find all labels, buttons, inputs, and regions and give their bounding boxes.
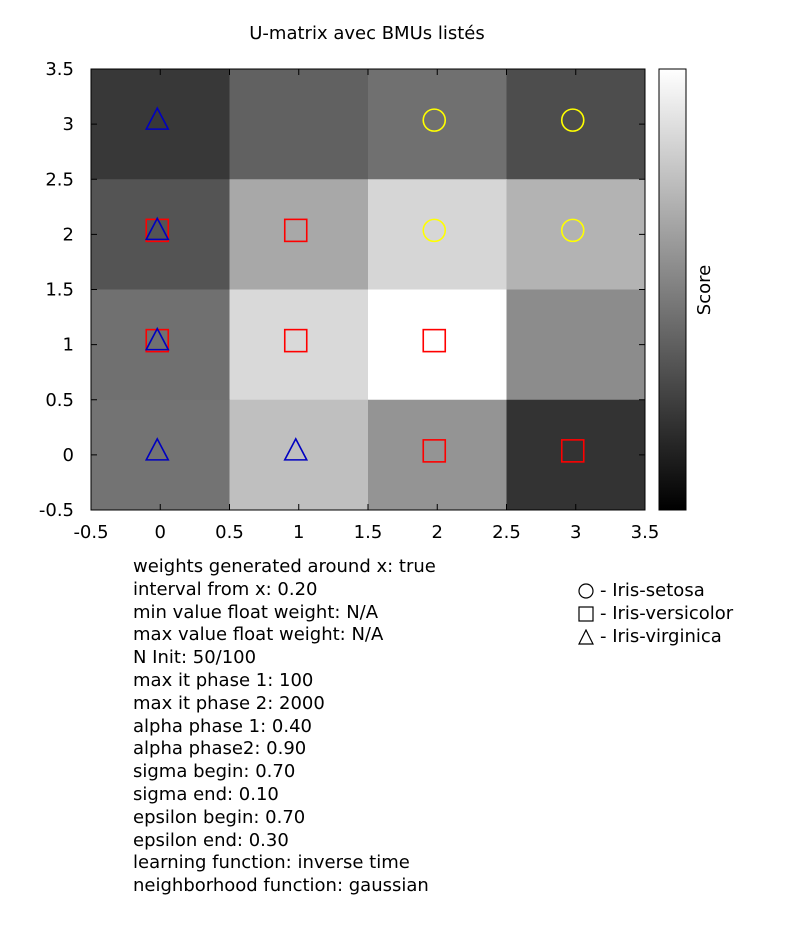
- legend-item: - Iris-virginica: [578, 625, 733, 648]
- bmu-circle-marker: [422, 218, 447, 243]
- parameter-list: weights generated around x: true interval…: [133, 556, 436, 898]
- bmu-square-marker: [283, 218, 308, 243]
- legend-item: - Iris-versicolor: [578, 602, 733, 625]
- heatmap-cell-3-0: [506, 399, 646, 511]
- x-tick-label: 0.5: [215, 522, 244, 543]
- heatmap-cell-1-0: [229, 399, 369, 511]
- heatmap-cell-3-2: [506, 179, 646, 290]
- parameter-item: alpha phase 1: 0.40: [133, 715, 312, 737]
- parameter-item: sigma end: 0.10: [133, 783, 279, 805]
- parameter-item: max it phase 2: 2000: [133, 692, 325, 714]
- heatmap-cells: [91, 69, 646, 511]
- legend-label: - Iris-versicolor: [600, 603, 734, 624]
- legend-triangle-icon: [578, 628, 594, 645]
- bmu-triangle-marker: [144, 106, 170, 130]
- parameter-item: weights generated around x: true: [133, 556, 436, 577]
- legend-label: - Iris-virginica: [600, 626, 722, 647]
- heatmap-cell-1-3: [229, 69, 369, 180]
- bmu-triangle-marker: [144, 326, 170, 351]
- x-tick-label: 3: [570, 522, 581, 543]
- bmu-triangle-marker: [144, 216, 170, 241]
- bmu-square-marker: [422, 328, 447, 353]
- x-tick-label: 3.5: [631, 522, 660, 543]
- bmu-square-marker: [283, 328, 308, 353]
- chart-title: U-matrix avec BMUs listés: [249, 23, 485, 44]
- heatmap-cell-2-2: [368, 179, 507, 290]
- heatmap-cell-0-3: [91, 69, 230, 180]
- colorbar: [658, 68, 687, 511]
- heatmap-cell-2-3: [368, 69, 507, 180]
- parameter-item: sigma begin: 0.70: [133, 761, 296, 783]
- x-tick-label: 2: [432, 522, 443, 543]
- parameter-item: learning function: inverse time: [133, 852, 410, 874]
- x-tick-label: -0.5: [73, 522, 108, 543]
- parameter-item: epsilon begin: 0.70: [133, 806, 306, 828]
- bmu-triangle-marker: [144, 437, 170, 461]
- heatmap-cell-1-2: [229, 179, 369, 290]
- y-tick-label: 1.5: [45, 280, 74, 301]
- parameter-item: epsilon end: 0.30: [133, 829, 289, 851]
- heatmap-cell-3-3: [506, 69, 646, 180]
- heatmap-cell-2-0: [368, 399, 507, 511]
- u-matrix-chart: U-matrix avec BMUs listés -0.5 0 0.5 1 1.5 2 2…: [39, 23, 715, 543]
- heatmap-cell-1-1: [229, 289, 369, 401]
- bmu-square-marker: [560, 439, 585, 463]
- parameter-item: interval from x: 0.20: [133, 578, 318, 600]
- legend-label: - Iris-setosa: [600, 580, 705, 601]
- x-tick-label: 2.5: [492, 522, 521, 543]
- y-tick-label: 0.5: [45, 390, 74, 411]
- legend-item: - Iris-setosa: [578, 579, 733, 602]
- bmu-markers: [144, 106, 585, 463]
- y-tick-label: 1: [63, 335, 74, 356]
- parameter-item: max value float weight: N/A: [133, 624, 384, 646]
- y-tick-label: 0: [63, 445, 74, 466]
- bmu-circle-marker: [560, 108, 585, 132]
- heatmap-cell-0-0: [91, 399, 230, 511]
- parameter-item: max it phase 1: 100: [133, 669, 314, 691]
- heatmap-cell-0-2: [91, 179, 230, 290]
- y-tick-label: 3: [63, 114, 74, 135]
- heatmap-cell-0-1: [91, 289, 230, 401]
- heatmap-cell-3-1: [506, 289, 646, 401]
- heatmap-cell-2-1: [368, 289, 507, 401]
- bmu-square-marker: [422, 439, 447, 463]
- colorbar-label: Score: [694, 265, 715, 315]
- axis-ticks: -0.5 0 0.5 1 1.5 2 2.5 3 3.5 -0.5 0 0.5 1 1.5 2 2.5 3 3.5: [39, 59, 659, 543]
- x-tick-label: 1.5: [354, 522, 383, 543]
- y-tick-label: 3.5: [45, 59, 74, 80]
- parameter-item: N Init: 50/100: [133, 647, 257, 669]
- legend-circle-icon: [578, 582, 594, 599]
- bmu-circle-marker: [560, 218, 585, 243]
- parameter-item: alpha phase2: 0.90: [133, 738, 307, 760]
- legend-square-icon: [578, 605, 594, 622]
- y-tick-label: 2: [63, 224, 74, 245]
- x-tick-label: 0: [155, 522, 166, 543]
- parameter-item: neighborhood function: gaussian: [133, 875, 429, 897]
- y-tick-label: 2.5: [45, 169, 74, 190]
- y-tick-label: -0.5: [39, 500, 74, 521]
- x-tick-label: 1: [293, 522, 304, 543]
- bmu-triangle-marker: [283, 437, 309, 461]
- legend: - Iris-setosa - Iris-versicolor - Iris-vir…: [578, 579, 733, 648]
- parameter-item: min value float weight: N/A: [133, 601, 379, 623]
- bmu-circle-marker: [422, 108, 447, 132]
